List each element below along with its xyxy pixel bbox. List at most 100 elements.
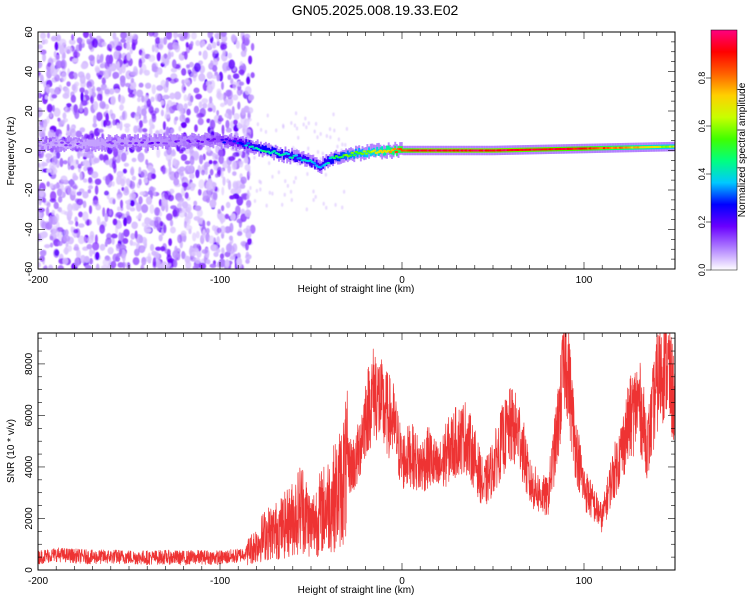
noise-blob bbox=[194, 124, 198, 133]
noise-blob bbox=[154, 46, 159, 53]
noise-blob bbox=[45, 206, 50, 216]
ridge-body bbox=[330, 157, 333, 165]
noise-blob bbox=[167, 258, 173, 264]
noise-blob bbox=[96, 111, 103, 122]
noise-blob bbox=[345, 126, 349, 131]
noise-blob bbox=[141, 204, 149, 214]
noise-blob bbox=[314, 121, 318, 126]
noise-blob bbox=[109, 40, 115, 49]
ridge-body bbox=[66, 141, 69, 148]
noise-blob bbox=[160, 246, 166, 252]
noise-blob bbox=[293, 123, 297, 128]
noise-blob bbox=[265, 203, 268, 208]
noise-blob bbox=[99, 243, 106, 251]
ridge-halo bbox=[115, 134, 118, 147]
ridge-core bbox=[70, 141, 74, 144]
noise-blob bbox=[123, 228, 130, 238]
noise-blob bbox=[40, 219, 45, 228]
noise-blob bbox=[66, 123, 70, 132]
noise-blob bbox=[104, 160, 111, 166]
ridge-body bbox=[104, 140, 107, 148]
ridge-body bbox=[153, 138, 156, 146]
noise-blob bbox=[121, 64, 126, 74]
noise-blob bbox=[69, 178, 74, 188]
noise-blob bbox=[218, 115, 223, 120]
noise-blob bbox=[314, 194, 317, 199]
ridge-body bbox=[91, 139, 94, 147]
noise-blob bbox=[124, 82, 131, 88]
ridge-body bbox=[83, 139, 85, 147]
noise-blob bbox=[178, 200, 183, 206]
noise-blob bbox=[64, 246, 69, 255]
noise-blob bbox=[199, 262, 207, 269]
noise-blob bbox=[295, 126, 299, 131]
noise-blob bbox=[50, 63, 55, 71]
noise-blob bbox=[249, 130, 252, 135]
noise-blob bbox=[134, 230, 138, 239]
noise-blob bbox=[185, 203, 192, 213]
noise-blob bbox=[50, 165, 55, 176]
noise-blob bbox=[76, 249, 81, 259]
noise-blob bbox=[122, 254, 126, 262]
noise-blob bbox=[124, 126, 130, 133]
noise-blob bbox=[40, 49, 47, 55]
ridge-core bbox=[244, 144, 249, 147]
noise-blob bbox=[313, 129, 316, 134]
ridge-core bbox=[196, 140, 200, 143]
ridge-body bbox=[48, 142, 51, 149]
noise-blob bbox=[232, 73, 240, 80]
ridge-halo bbox=[128, 133, 131, 147]
noise-blob bbox=[91, 38, 99, 48]
ridge-body bbox=[84, 141, 87, 149]
ridge-body bbox=[94, 139, 97, 147]
noise-blob bbox=[116, 206, 121, 212]
ridge-halo bbox=[230, 132, 233, 146]
noise-blob bbox=[39, 249, 47, 257]
noise-blob bbox=[225, 127, 233, 133]
noise-blob bbox=[135, 215, 142, 220]
ridge-core bbox=[206, 138, 210, 141]
noise-blob bbox=[206, 145, 212, 153]
noise-blob bbox=[116, 194, 122, 200]
noise-blob bbox=[191, 32, 197, 40]
noise-blob bbox=[247, 237, 252, 246]
noise-blob bbox=[80, 72, 84, 80]
noise-blob bbox=[113, 88, 120, 94]
noise-blob bbox=[48, 264, 54, 269]
ridge-body bbox=[219, 135, 221, 143]
noise-blob bbox=[201, 249, 209, 254]
noise-blob bbox=[220, 205, 225, 212]
noise-blob bbox=[89, 32, 93, 39]
noise-blob bbox=[216, 109, 220, 116]
noise-blob bbox=[337, 137, 341, 142]
ridge-body bbox=[43, 142, 46, 150]
ridge-halo bbox=[107, 134, 110, 147]
noise-blob bbox=[201, 98, 209, 104]
noise-blob bbox=[38, 262, 41, 268]
noise-blob bbox=[46, 103, 53, 113]
ridge-body bbox=[386, 145, 388, 153]
noise-blob bbox=[178, 210, 186, 218]
noise-blob bbox=[131, 221, 138, 230]
noise-blob bbox=[39, 74, 44, 84]
ridge-core bbox=[54, 142, 58, 145]
noise-blob bbox=[240, 213, 247, 223]
noise-blob bbox=[208, 96, 213, 104]
noise-blob bbox=[140, 264, 145, 269]
noise-blob bbox=[68, 220, 74, 225]
ridge-core bbox=[220, 138, 224, 141]
noise-blob bbox=[111, 237, 115, 245]
noise-blob bbox=[65, 242, 69, 248]
noise-blob bbox=[205, 227, 210, 234]
noise-blob bbox=[59, 157, 64, 168]
noise-blob bbox=[82, 178, 88, 183]
noise-blob bbox=[181, 83, 186, 94]
ridge-body bbox=[178, 139, 180, 147]
noise-blob bbox=[59, 38, 67, 46]
noise-blob bbox=[195, 231, 200, 239]
ridge-core bbox=[168, 139, 172, 142]
noise-blob bbox=[122, 168, 127, 174]
noise-blob bbox=[192, 150, 200, 161]
noise-blob bbox=[250, 43, 255, 51]
